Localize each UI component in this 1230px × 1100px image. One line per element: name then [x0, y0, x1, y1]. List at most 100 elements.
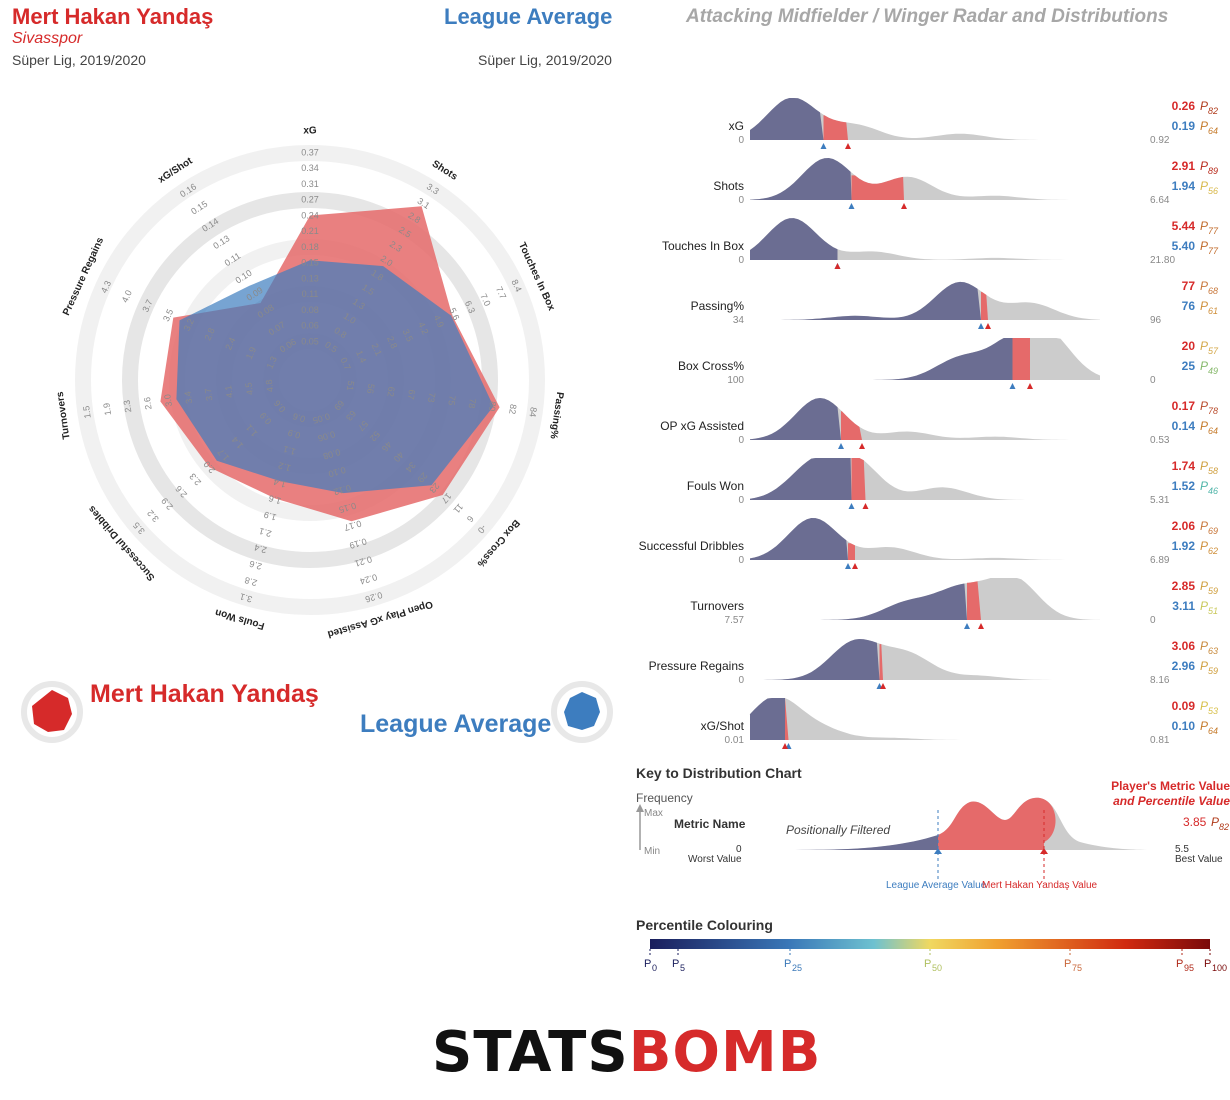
dist-area-rest	[750, 281, 1100, 320]
dist-average-marker	[964, 623, 970, 629]
dist-average-value: 0.19	[1172, 119, 1196, 133]
dist-average-percentile: 49	[1208, 366, 1218, 376]
radar-tick-label: 34	[404, 460, 418, 474]
dist-max-value: 6.89	[1150, 555, 1170, 566]
dist-area-below	[750, 281, 981, 320]
dist-average-value: 1.52	[1172, 479, 1196, 493]
radar-tick-label: 78	[467, 398, 478, 409]
key-metric-name: Metric Name	[674, 817, 746, 831]
radar-axis-label: Shots	[430, 159, 460, 184]
dist-area-rest	[750, 698, 1100, 740]
dist-average-percentile: 64	[1208, 726, 1218, 736]
dist-player-percentile: 63	[1208, 646, 1218, 656]
dist-max-value: 96	[1150, 315, 1162, 326]
legend-average-label: League Average	[360, 710, 552, 738]
dist-metric-label: xG	[729, 119, 744, 133]
key-percentile-value: and Percentile Value	[1113, 794, 1230, 808]
dist-player-value: 2.85	[1172, 579, 1196, 593]
radar-tick-label: 4.2	[416, 320, 430, 336]
key-player-metric-value: Player's Metric Value	[1111, 780, 1230, 793]
dist-player-percentile: 57	[1208, 346, 1219, 356]
legend-player-label: Mert Hakan Yandaş	[90, 680, 319, 708]
dist-max-value: 8.16	[1150, 675, 1170, 686]
radar-tick-label: 46	[380, 439, 394, 453]
key-max: Max	[644, 808, 663, 819]
dist-player-marker	[985, 323, 991, 329]
radar-axis-label: xG	[303, 126, 317, 137]
radar-tick-label: 29	[415, 470, 429, 484]
radar-tick-label: 0.7	[338, 356, 352, 372]
dist-average-percentile: 77	[1208, 246, 1219, 256]
dist-max-value: 21.80	[1150, 255, 1175, 266]
radar-tick-label: 0.11	[302, 289, 319, 299]
key-worst-label: Worst Value	[688, 854, 742, 865]
percentile-label-p: P	[1176, 958, 1183, 970]
dist-player-marker	[978, 623, 984, 629]
radar-tick-label: 3.7	[203, 388, 215, 402]
dist-player-percentile: 59	[1208, 586, 1218, 596]
dist-player-percentile: 82	[1208, 106, 1218, 116]
dist-average-percentile: 51	[1208, 606, 1218, 616]
dist-min-value: 34	[733, 315, 745, 326]
dist-min-value: 0	[738, 675, 744, 686]
radar-tick-label: 1.1	[282, 444, 297, 457]
dist-player-marker	[901, 203, 907, 209]
dist-max-value: 6.64	[1150, 195, 1170, 206]
dist-average-percentile: 62	[1208, 546, 1218, 556]
dist-metric-label: Pressure Regains	[649, 659, 744, 673]
radar-tick-label: 4.9	[432, 313, 446, 329]
radar-tick-label: 0.19	[348, 536, 368, 551]
radar-series-average	[176, 260, 494, 494]
radar-tick-label: 63	[344, 408, 358, 422]
radar-tick-label: 6	[465, 514, 476, 524]
radar-tick-label: 2.1	[370, 342, 384, 358]
radar-tick-label: 3.5	[161, 307, 175, 323]
key-best-num: 5.5	[1175, 844, 1189, 855]
radar-tick-label: 2.1	[258, 526, 273, 539]
radar-tick-label: 2.4	[223, 336, 237, 352]
percentile-label: 25	[792, 963, 802, 973]
dist-area-below	[750, 218, 838, 260]
radar-tick-label: 73	[426, 392, 437, 403]
dist-average-percentile: 61	[1208, 306, 1218, 316]
dist-min-value: 0	[738, 195, 744, 206]
radar-tick-label: 23	[427, 481, 441, 495]
dist-average-p: P	[1200, 119, 1208, 133]
radar-tick-label: 17	[439, 491, 453, 505]
radar-tick-label: 0.6	[292, 411, 307, 424]
key-player-value-label: Mert Hakan Yandaş Value	[982, 880, 1098, 891]
dist-area-between	[841, 411, 862, 440]
percentile-label-p: P	[924, 958, 931, 970]
percentile-label-p: P	[1204, 958, 1211, 970]
radar-tick-label: 52	[368, 429, 382, 443]
dist-area-between	[851, 175, 904, 200]
dist-player-marker	[862, 503, 869, 509]
dist-player-marker	[834, 263, 841, 269]
radar-axis-label: Passing%	[548, 391, 566, 439]
player-competition: Süper Lig, 2019/2020	[12, 52, 146, 68]
radar-tick-label: 4.5	[243, 382, 255, 396]
radar-tick-label: 84	[527, 406, 538, 417]
dist-area-rest	[750, 639, 1100, 680]
dist-area-below	[750, 639, 880, 680]
dist-max-value: 0.53	[1150, 435, 1170, 446]
dist-area-between	[981, 291, 988, 320]
dist-area-below	[750, 518, 848, 560]
dist-average-p: P	[1200, 479, 1208, 493]
dist-average-p: P	[1200, 179, 1208, 193]
average-competition: Süper Lig, 2019/2020	[478, 52, 612, 68]
radar-tick-label: 3.4	[183, 391, 195, 405]
dist-min-value: 0	[738, 135, 744, 146]
radar-tick-label: 4.1	[223, 385, 235, 399]
dist-player-marker	[859, 443, 865, 449]
percentile-label-p: P	[672, 958, 679, 970]
player-radar-icon	[21, 681, 83, 743]
radar-tick-label: 1.5	[81, 405, 93, 419]
radar-ring	[75, 145, 545, 615]
dist-player-marker	[880, 683, 886, 689]
key-example-pct: 82	[1219, 822, 1229, 832]
dist-player-marker	[782, 743, 788, 749]
radar-ring	[122, 192, 498, 568]
dist-player-p: P	[1200, 699, 1208, 713]
radar-tick-label: 0.34	[301, 163, 319, 173]
